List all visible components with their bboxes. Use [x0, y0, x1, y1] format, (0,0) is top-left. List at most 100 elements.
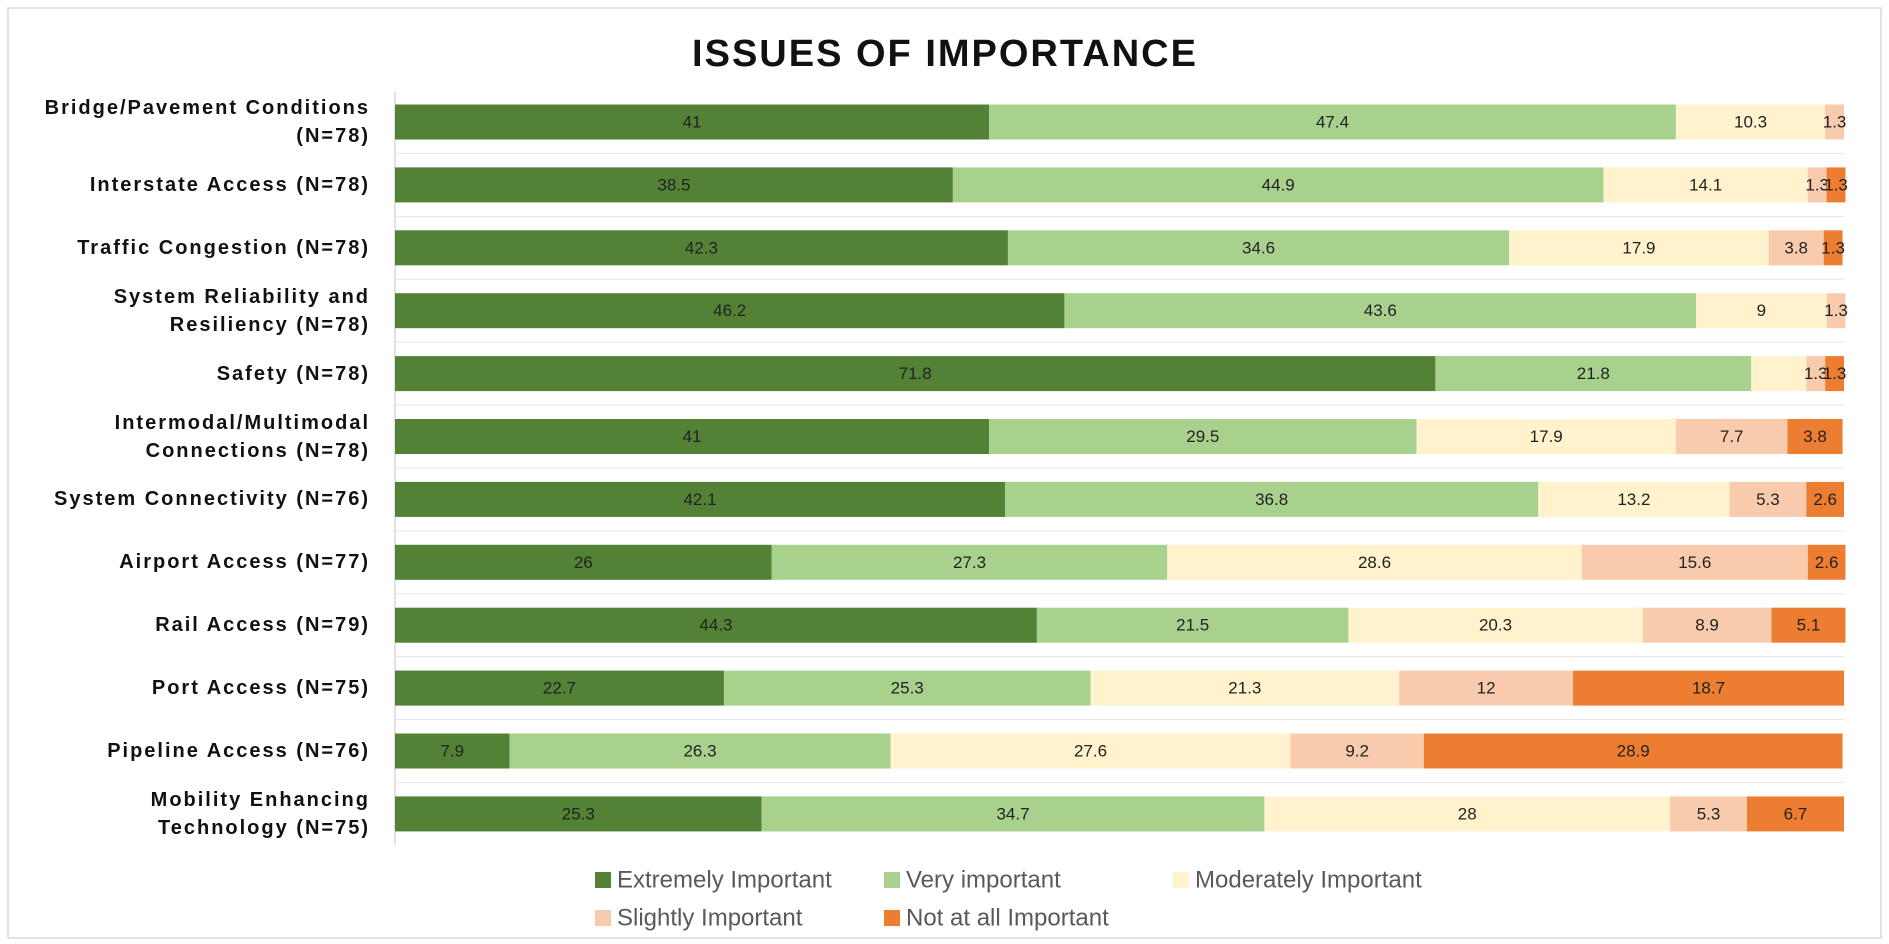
bar-segment: [1751, 356, 1807, 392]
data-label: 41: [683, 112, 702, 131]
bar-segment: [395, 104, 990, 140]
y-tick-label: Interstate Access (N=78): [89, 173, 370, 196]
bar-segment: [1167, 544, 1582, 580]
data-label: 2.6: [1815, 553, 1839, 572]
data-label: 47.4: [1316, 112, 1349, 131]
y-tick-label: System Connectivity (N=76): [54, 488, 370, 511]
data-label: 28.6: [1358, 553, 1391, 572]
legend-label: Extremely Important: [617, 866, 832, 893]
data-label: 1.3: [1821, 238, 1845, 257]
bar-segment: [395, 607, 1037, 643]
bar-segment: [395, 733, 510, 769]
bar-segment: [1435, 356, 1752, 392]
bar-segment: [952, 167, 1604, 203]
legend-swatch: [595, 872, 611, 888]
bar-segment: [395, 796, 762, 832]
data-label: 36.8: [1255, 490, 1288, 509]
legend-swatch: [1173, 872, 1189, 888]
bar-segment: [1348, 607, 1643, 643]
y-tick-label: Safety (N=78): [216, 362, 370, 385]
bar-segment: [1642, 607, 1772, 643]
y-tick-label: Traffic Congestion (N=78): [77, 236, 370, 259]
data-label: 1.3: [1824, 175, 1848, 194]
bar-segment: [1787, 419, 1843, 454]
bar-segment: [509, 733, 891, 769]
y-tick-label: Rail Access (N=79): [155, 614, 370, 637]
legend-label: Not at all Important: [906, 904, 1109, 931]
y-tick-label: Mobility Enhancing Technology (N=75): [150, 788, 370, 839]
bar-segment: [1416, 419, 1676, 454]
y-tick-label: Pipeline Access (N=76): [107, 740, 370, 762]
data-label: 1.3: [1805, 175, 1829, 194]
bar-segment: [1064, 293, 1697, 329]
bar-segment: [395, 481, 1006, 517]
data-label: 1.3: [1824, 301, 1848, 320]
bar-segment: [1806, 481, 1844, 517]
data-label: 13.2: [1617, 490, 1650, 509]
bar-segment: [723, 670, 1091, 706]
data-label: 5.3: [1756, 490, 1780, 509]
bar-segment: [1806, 356, 1826, 392]
legend-swatch: [884, 872, 900, 888]
chart-border: [7, 7, 1882, 939]
bar-segment: [1729, 481, 1807, 517]
data-label: 44.9: [1262, 175, 1295, 194]
data-label: 25.3: [562, 804, 595, 823]
data-label: 28: [1458, 804, 1477, 823]
bar-segment: [1090, 670, 1400, 706]
data-label: 5.1: [1797, 616, 1821, 635]
data-label: 29.5: [1186, 427, 1219, 446]
data-label: 26: [574, 553, 593, 572]
bar-segment: [1399, 670, 1574, 706]
data-label: 34.7: [996, 804, 1029, 823]
data-label: 27.3: [953, 553, 986, 572]
y-tick-label: Bridge/Pavement Conditions (N=78): [44, 97, 370, 147]
bar-segment: [1807, 544, 1846, 580]
bar-segment: [1746, 796, 1844, 832]
data-label: 28.9: [1617, 741, 1650, 760]
bar-segment: [1826, 293, 1846, 329]
bar-segment: [1771, 607, 1846, 643]
legend-swatch: [595, 910, 611, 926]
data-label: 5.3: [1697, 804, 1721, 823]
data-label: 17.9: [1622, 238, 1655, 257]
data-label: 42.1: [683, 490, 716, 509]
bar-segment: [1675, 419, 1788, 454]
data-label: 38.5: [657, 175, 690, 194]
data-label: 26.3: [683, 741, 716, 760]
bar-segment: [1826, 167, 1846, 203]
bar-segment: [989, 419, 1417, 454]
bar-segment: [1675, 104, 1826, 140]
y-tick-label: Port Access (N=75): [151, 677, 370, 700]
bar-segment: [395, 230, 1008, 266]
data-label: 21.5: [1176, 616, 1209, 635]
data-label: 6.7: [1784, 804, 1808, 823]
bar-segment: [1509, 230, 1769, 266]
data-label: 71.8: [899, 364, 932, 383]
data-label: 1.3: [1804, 364, 1828, 383]
bar-segment: [771, 544, 1168, 580]
data-label: 43.6: [1364, 301, 1397, 320]
bar-segment: [1007, 230, 1510, 266]
bar-segment: [395, 544, 772, 580]
bar-segment: [1290, 733, 1424, 769]
data-label: 42.3: [685, 238, 718, 257]
bar-segment: [1423, 733, 1843, 769]
data-label: 22.7: [543, 679, 576, 698]
data-label: 9.2: [1345, 741, 1369, 760]
data-label: 46.2: [713, 301, 746, 320]
bar-segment: [1603, 167, 1808, 203]
bar-segment: [890, 733, 1291, 769]
data-label: 15.6: [1678, 553, 1711, 572]
bar-segment: [395, 167, 953, 203]
bar-segment: [989, 104, 1676, 140]
data-label: 14.1: [1689, 175, 1722, 194]
data-label: 17.9: [1530, 427, 1563, 446]
data-label: 1.3: [1823, 364, 1847, 383]
bar-segment: [1264, 796, 1671, 832]
data-label: 21.3: [1228, 679, 1261, 698]
y-tick-label: System Reliability and Resiliency (N=78): [113, 285, 370, 336]
legend-label: Moderately Important: [1195, 866, 1422, 893]
bar-segment: [1581, 544, 1808, 580]
